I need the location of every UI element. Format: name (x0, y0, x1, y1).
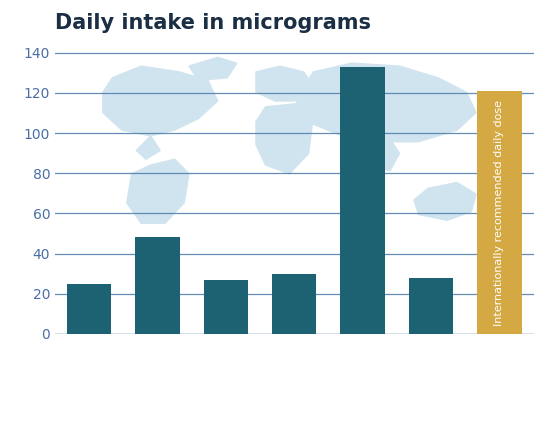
Polygon shape (256, 104, 313, 174)
Polygon shape (294, 63, 476, 142)
Polygon shape (256, 66, 313, 101)
Polygon shape (414, 182, 476, 220)
Bar (204, 279, 248, 334)
Polygon shape (103, 66, 218, 136)
Bar (340, 67, 385, 334)
Bar (477, 91, 521, 334)
Polygon shape (361, 139, 399, 171)
Text: Daily intake in micrograms: Daily intake in micrograms (55, 13, 371, 33)
Bar (135, 238, 180, 334)
Polygon shape (126, 159, 189, 223)
Bar (272, 273, 316, 334)
Polygon shape (136, 136, 160, 159)
Bar (409, 278, 453, 334)
Bar (67, 284, 112, 334)
Text: Internationally recommended daily dose: Internationally recommended daily dose (494, 101, 504, 327)
Polygon shape (189, 57, 237, 80)
